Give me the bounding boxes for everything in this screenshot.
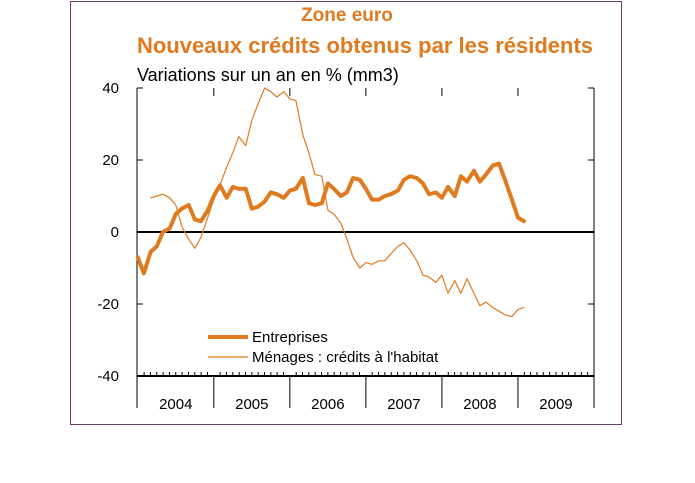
chart-title: Zone euro [301,5,393,26]
x-tick-label: 2009 [539,396,572,413]
legend-label: Entreprises [252,329,328,346]
series-line-entreprises [135,161,526,276]
chart-subtitle: Nouveaux crédits obtenus par les résiden… [137,33,593,58]
x-tick-label: 2007 [387,396,420,413]
chart-frame [70,1,622,425]
x-tick-label: 2005 [235,396,268,413]
y-tick-label: 20 [102,152,119,169]
y-tick-label: -20 [97,296,119,313]
x-tick-label: 2004 [159,396,192,413]
y-axis-label: Variations sur un an en % (mm3) [137,65,399,85]
series-line-menages [150,87,525,318]
legend-label: Ménages : crédits à l'habitat [252,349,439,366]
x-tick-label: 2008 [463,396,496,413]
y-tick-label: -40 [97,368,119,385]
x-tick-label: 2006 [311,396,344,413]
y-tick-label: 40 [102,80,119,97]
y-tick-label: 0 [111,224,119,241]
